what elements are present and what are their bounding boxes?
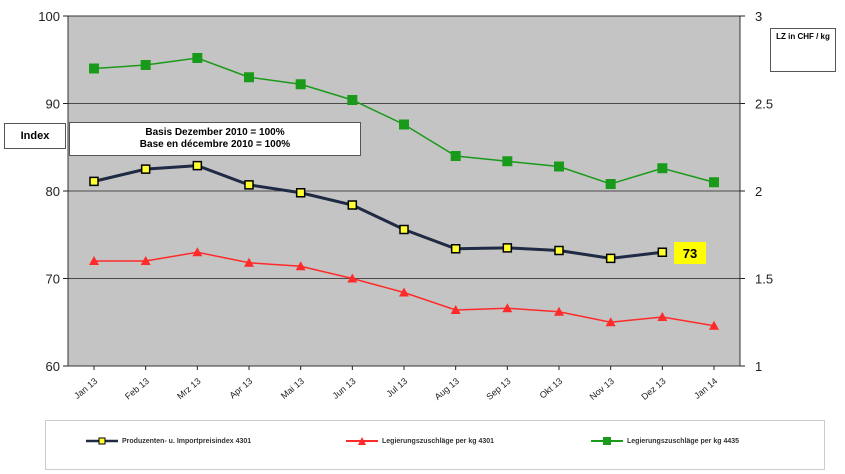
data-point xyxy=(140,256,151,265)
right-tick-label: 3 xyxy=(755,9,762,24)
data-point xyxy=(192,53,203,63)
left-tick-label: 70 xyxy=(46,272,60,287)
data-point xyxy=(450,244,461,254)
data-point xyxy=(89,63,99,74)
legend-label-series-3: Legierungszuschläge per kg 4435 xyxy=(627,437,740,445)
data-point xyxy=(502,156,513,167)
data-point xyxy=(657,247,668,257)
data-point xyxy=(709,177,719,188)
right-tick-label: 1 xyxy=(755,359,762,374)
legend-item-series-2: Legierungszuschläge per kg 4301 xyxy=(346,437,494,445)
data-point xyxy=(347,200,358,210)
data-point xyxy=(657,312,668,321)
x-axis-ticks: Jan 13 Feb 13 Mrz 13 Apr 13 Mai 13 Jun 13 Jul … xyxy=(72,366,719,402)
data-point xyxy=(399,224,409,235)
data-point xyxy=(244,180,254,190)
data-point xyxy=(89,176,99,187)
data-point xyxy=(554,245,564,256)
legend-swatch-series-3 xyxy=(591,437,623,445)
left-tick-label: 80 xyxy=(46,184,60,199)
right-axis-ticks: 1 1.5 2 2.5 3 xyxy=(740,9,773,374)
data-point xyxy=(709,320,719,330)
right-tick-label: 2 xyxy=(755,184,762,199)
x-tick-label: Jan 14 xyxy=(692,376,719,401)
x-tick-label: Feb 13 xyxy=(123,376,151,402)
data-point xyxy=(295,79,306,90)
right-tick-label: 1.5 xyxy=(755,272,773,287)
gridlines xyxy=(68,103,740,279)
basis-annotation: Basis Dezember 2010 = 100% Base en décem… xyxy=(69,122,361,156)
x-tick-label: Nov 13 xyxy=(588,376,616,402)
x-tick-label: Sep 13 xyxy=(484,376,512,402)
x-tick-label: Dez 13 xyxy=(639,376,667,402)
left-tick-label: 90 xyxy=(46,97,60,112)
data-point xyxy=(244,72,254,83)
series-line-1 xyxy=(93,164,663,260)
data-point xyxy=(502,243,513,253)
x-tick-label: Mai 13 xyxy=(279,376,306,401)
legend-label-series-1: Produzenten- u. Importpreisindex 4301 xyxy=(122,437,252,445)
data-point xyxy=(140,164,151,174)
data-point xyxy=(140,60,151,70)
data-point xyxy=(554,161,564,172)
y-axis-label: Index xyxy=(4,123,66,149)
left-tick-label: 60 xyxy=(46,359,60,374)
x-tick-label: Jul 13 xyxy=(384,376,409,399)
data-point xyxy=(192,160,203,171)
data-point xyxy=(554,306,564,316)
series-layer xyxy=(89,53,719,330)
data-point xyxy=(399,119,409,130)
data-point xyxy=(347,273,358,283)
data-point xyxy=(502,303,513,313)
data-point xyxy=(89,256,99,265)
basis-annotation-fr: Base en décembre 2010 = 100% xyxy=(139,139,291,150)
x-tick-label: Mrz 13 xyxy=(175,376,203,401)
x-tick-label: Aug 13 xyxy=(433,376,461,402)
right-tick-label: 2.5 xyxy=(755,97,773,112)
x-tick-label: Apr 13 xyxy=(228,376,255,401)
legend-swatch-series-2 xyxy=(346,437,378,445)
data-point xyxy=(605,253,616,264)
legend-item-series-3: Legierungszuschläge per kg 4435 xyxy=(591,437,739,445)
data-point xyxy=(244,257,254,267)
x-tick-label: Jan 13 xyxy=(72,376,99,401)
data-point xyxy=(399,287,409,297)
right-axis-label: LZ in CHF / kg xyxy=(770,28,836,72)
data-point xyxy=(295,188,306,198)
x-tick-label: Jun 13 xyxy=(330,376,357,401)
basis-annotation-de: Basis Dezember 2010 = 100% xyxy=(145,127,285,138)
x-tick-label: Okt 13 xyxy=(538,376,565,401)
legend: Produzenten- u. Importpreisindex 4301 Le… xyxy=(45,420,825,470)
data-point xyxy=(450,305,461,314)
data-point xyxy=(192,247,203,257)
legend-label-series-2: Legierungszuschläge per kg 4301 xyxy=(382,437,495,445)
data-point xyxy=(347,95,358,105)
data-point xyxy=(657,163,668,174)
left-tick-label: 100 xyxy=(38,9,60,24)
last-value-badge: 73 xyxy=(674,242,706,264)
data-point xyxy=(295,261,306,271)
data-point xyxy=(605,179,616,189)
left-axis-ticks: 60 70 80 90 100 xyxy=(38,9,68,374)
legend-swatch-series-1 xyxy=(86,437,118,445)
data-point xyxy=(450,151,461,161)
data-point xyxy=(605,317,616,327)
legend-item-series-1: Produzenten- u. Importpreisindex 4301 xyxy=(86,437,251,445)
